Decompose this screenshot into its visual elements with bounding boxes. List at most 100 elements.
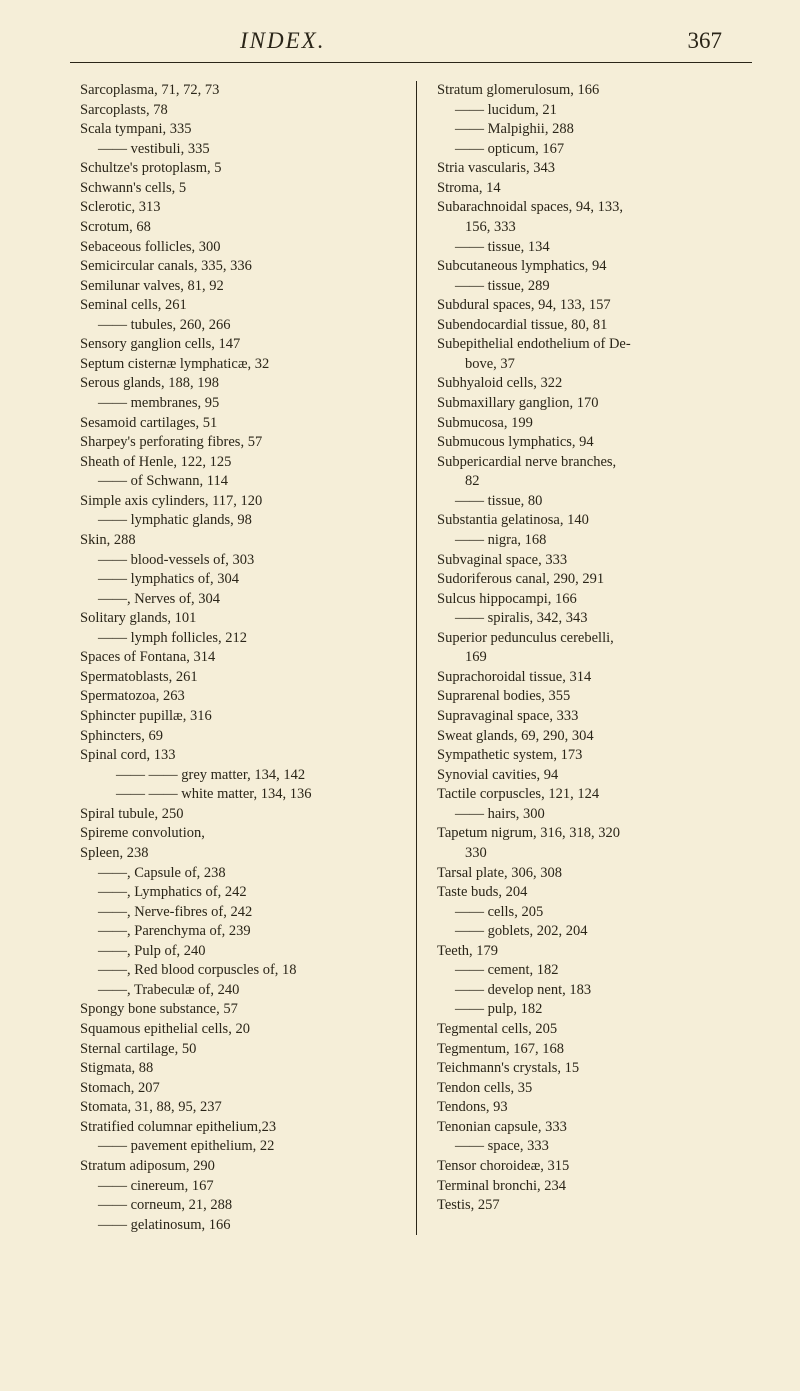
index-entry: Suprarenal bodies, 355 bbox=[437, 687, 752, 707]
index-entry: Tendons, 93 bbox=[437, 1098, 752, 1118]
index-entry: Subcutaneous lymphatics, 94 bbox=[437, 257, 752, 277]
index-entry: Schwann's cells, 5 bbox=[80, 179, 400, 199]
index-entry: Tarsal plate, 306, 308 bbox=[437, 864, 752, 884]
index-entry: Sheath of Henle, 122, 125 bbox=[80, 453, 400, 473]
index-entry: Stomach, 207 bbox=[80, 1079, 400, 1099]
index-entry: Sharpey's perforating fibres, 57 bbox=[80, 433, 400, 453]
index-entry: Subdural spaces, 94, 133, 157 bbox=[437, 296, 752, 316]
index-entry: ——, Red blood corpuscles of, 18 bbox=[80, 961, 400, 981]
index-entry: Tendon cells, 35 bbox=[437, 1079, 752, 1099]
index-entry: Seminal cells, 261 bbox=[80, 296, 400, 316]
index-entry: Spermatoblasts, 261 bbox=[80, 668, 400, 688]
index-entry: Tenonian capsule, 333 bbox=[437, 1118, 752, 1138]
index-entry: Scala tympani, 335 bbox=[80, 120, 400, 140]
index-entry: corneum, 21, 288 bbox=[80, 1196, 400, 1216]
index-entry: Malpighii, 288 bbox=[437, 120, 752, 140]
index-entry: Spinal cord, 133 bbox=[80, 746, 400, 766]
index-entry: Testis, 257 bbox=[437, 1196, 752, 1216]
index-entry: Spermatozoa, 263 bbox=[80, 687, 400, 707]
index-entry: ——, Parenchyma of, 239 bbox=[80, 922, 400, 942]
index-entry: 169 bbox=[437, 648, 752, 668]
index-entry: Sclerotic, 313 bbox=[80, 198, 400, 218]
index-entry: Tapetum nigrum, 316, 318, 320 bbox=[437, 824, 752, 844]
index-entry: ——, Nerve-fibres of, 242 bbox=[80, 903, 400, 923]
index-entry: Stomata, 31, 88, 95, 237 bbox=[80, 1098, 400, 1118]
index-entry: hairs, 300 bbox=[437, 805, 752, 825]
page-header: INDEX. 367 bbox=[80, 28, 752, 54]
index-entry: Sesamoid cartilages, 51 bbox=[80, 414, 400, 434]
index-entry: Tegmental cells, 205 bbox=[437, 1020, 752, 1040]
index-entry: Teeth, 179 bbox=[437, 942, 752, 962]
index-entry: Synovial cavities, 94 bbox=[437, 766, 752, 786]
index-entry: Sphincters, 69 bbox=[80, 727, 400, 747]
index-entry: Stratum adiposum, 290 bbox=[80, 1157, 400, 1177]
index-entry: tissue, 80 bbox=[437, 492, 752, 512]
index-entry: membranes, 95 bbox=[80, 394, 400, 414]
index-entry: Sarcoplasma, 71, 72, 73 bbox=[80, 81, 400, 101]
index-entry: Spongy bone substance, 57 bbox=[80, 1000, 400, 1020]
index-columns: Sarcoplasma, 71, 72, 73Sarcoplasts, 78Sc… bbox=[80, 81, 752, 1235]
index-entry: lymphatic glands, 98 bbox=[80, 511, 400, 531]
index-entry: Tactile corpuscles, 121, 124 bbox=[437, 785, 752, 805]
index-entry: goblets, 202, 204 bbox=[437, 922, 752, 942]
index-entry: ——, Nerves of, 304 bbox=[80, 590, 400, 610]
index-entry: develop nent, 183 bbox=[437, 981, 752, 1001]
index-entry: Spleen, 238 bbox=[80, 844, 400, 864]
index-entry: Subhyaloid cells, 322 bbox=[437, 374, 752, 394]
index-entry: Stigmata, 88 bbox=[80, 1059, 400, 1079]
index-entry: Spaces of Fontana, 314 bbox=[80, 648, 400, 668]
index-entry: Subpericardial nerve branches, bbox=[437, 453, 752, 473]
index-entry: Stratified columnar epithelium,23 bbox=[80, 1118, 400, 1138]
index-entry: Sensory ganglion cells, 147 bbox=[80, 335, 400, 355]
index-entry: Solitary glands, 101 bbox=[80, 609, 400, 629]
index-entry: pavement epithelium, 22 bbox=[80, 1137, 400, 1157]
index-entry: of Schwann, 114 bbox=[80, 472, 400, 492]
header-title: INDEX. bbox=[240, 28, 325, 54]
index-entry: Subendocardial tissue, 80, 81 bbox=[437, 316, 752, 336]
index-entry: Superior pedunculus cerebelli, bbox=[437, 629, 752, 649]
index-entry: Simple axis cylinders, 117, 120 bbox=[80, 492, 400, 512]
index-entry: nigra, 168 bbox=[437, 531, 752, 551]
index-entry: white matter, 134, 136 bbox=[80, 785, 400, 805]
index-entry: cinereum, 167 bbox=[80, 1177, 400, 1197]
index-entry: Subarachnoidal spaces, 94, 133, bbox=[437, 198, 752, 218]
index-entry: 82 bbox=[437, 472, 752, 492]
index-entry: Taste buds, 204 bbox=[437, 883, 752, 903]
index-entry: ——, Lymphatics of, 242 bbox=[80, 883, 400, 903]
index-entry: Sarcoplasts, 78 bbox=[80, 101, 400, 121]
index-entry: spiralis, 342, 343 bbox=[437, 609, 752, 629]
index-entry: Teichmann's crystals, 15 bbox=[437, 1059, 752, 1079]
index-entry: opticum, 167 bbox=[437, 140, 752, 160]
index-entry: Terminal bronchi, 234 bbox=[437, 1177, 752, 1197]
index-entry: blood-vessels of, 303 bbox=[80, 551, 400, 571]
index-entry: bove, 37 bbox=[437, 355, 752, 375]
index-entry: Sebaceous follicles, 300 bbox=[80, 238, 400, 258]
index-entry: Submaxillary ganglion, 170 bbox=[437, 394, 752, 414]
index-entry: ——, Pulp of, 240 bbox=[80, 942, 400, 962]
right-column: Stratum glomerulosum, 166lucidum, 21Malp… bbox=[416, 81, 752, 1235]
index-entry: Stroma, 14 bbox=[437, 179, 752, 199]
index-entry: Squamous epithelial cells, 20 bbox=[80, 1020, 400, 1040]
index-entry: cells, 205 bbox=[437, 903, 752, 923]
index-entry: Stratum glomerulosum, 166 bbox=[437, 81, 752, 101]
index-entry: lymph follicles, 212 bbox=[80, 629, 400, 649]
left-column: Sarcoplasma, 71, 72, 73Sarcoplasts, 78Sc… bbox=[80, 81, 416, 1235]
index-entry: Scrotum, 68 bbox=[80, 218, 400, 238]
index-entry: Supravaginal space, 333 bbox=[437, 707, 752, 727]
index-entry: Skin, 288 bbox=[80, 531, 400, 551]
index-entry: cement, 182 bbox=[437, 961, 752, 981]
index-entry: Stria vascularis, 343 bbox=[437, 159, 752, 179]
index-entry: Submucosa, 199 bbox=[437, 414, 752, 434]
index-entry: Suprachoroidal tissue, 314 bbox=[437, 668, 752, 688]
index-entry: tissue, 289 bbox=[437, 277, 752, 297]
index-entry: Spiral tubule, 250 bbox=[80, 805, 400, 825]
index-entry: Sulcus hippocampi, 166 bbox=[437, 590, 752, 610]
index-entry: pulp, 182 bbox=[437, 1000, 752, 1020]
index-entry: space, 333 bbox=[437, 1137, 752, 1157]
index-entry: grey matter, 134, 142 bbox=[80, 766, 400, 786]
index-entry: ——, Capsule of, 238 bbox=[80, 864, 400, 884]
index-entry: lymphatics of, 304 bbox=[80, 570, 400, 590]
index-entry: Schultze's protoplasm, 5 bbox=[80, 159, 400, 179]
index-entry: tissue, 134 bbox=[437, 238, 752, 258]
index-entry: Subvaginal space, 333 bbox=[437, 551, 752, 571]
